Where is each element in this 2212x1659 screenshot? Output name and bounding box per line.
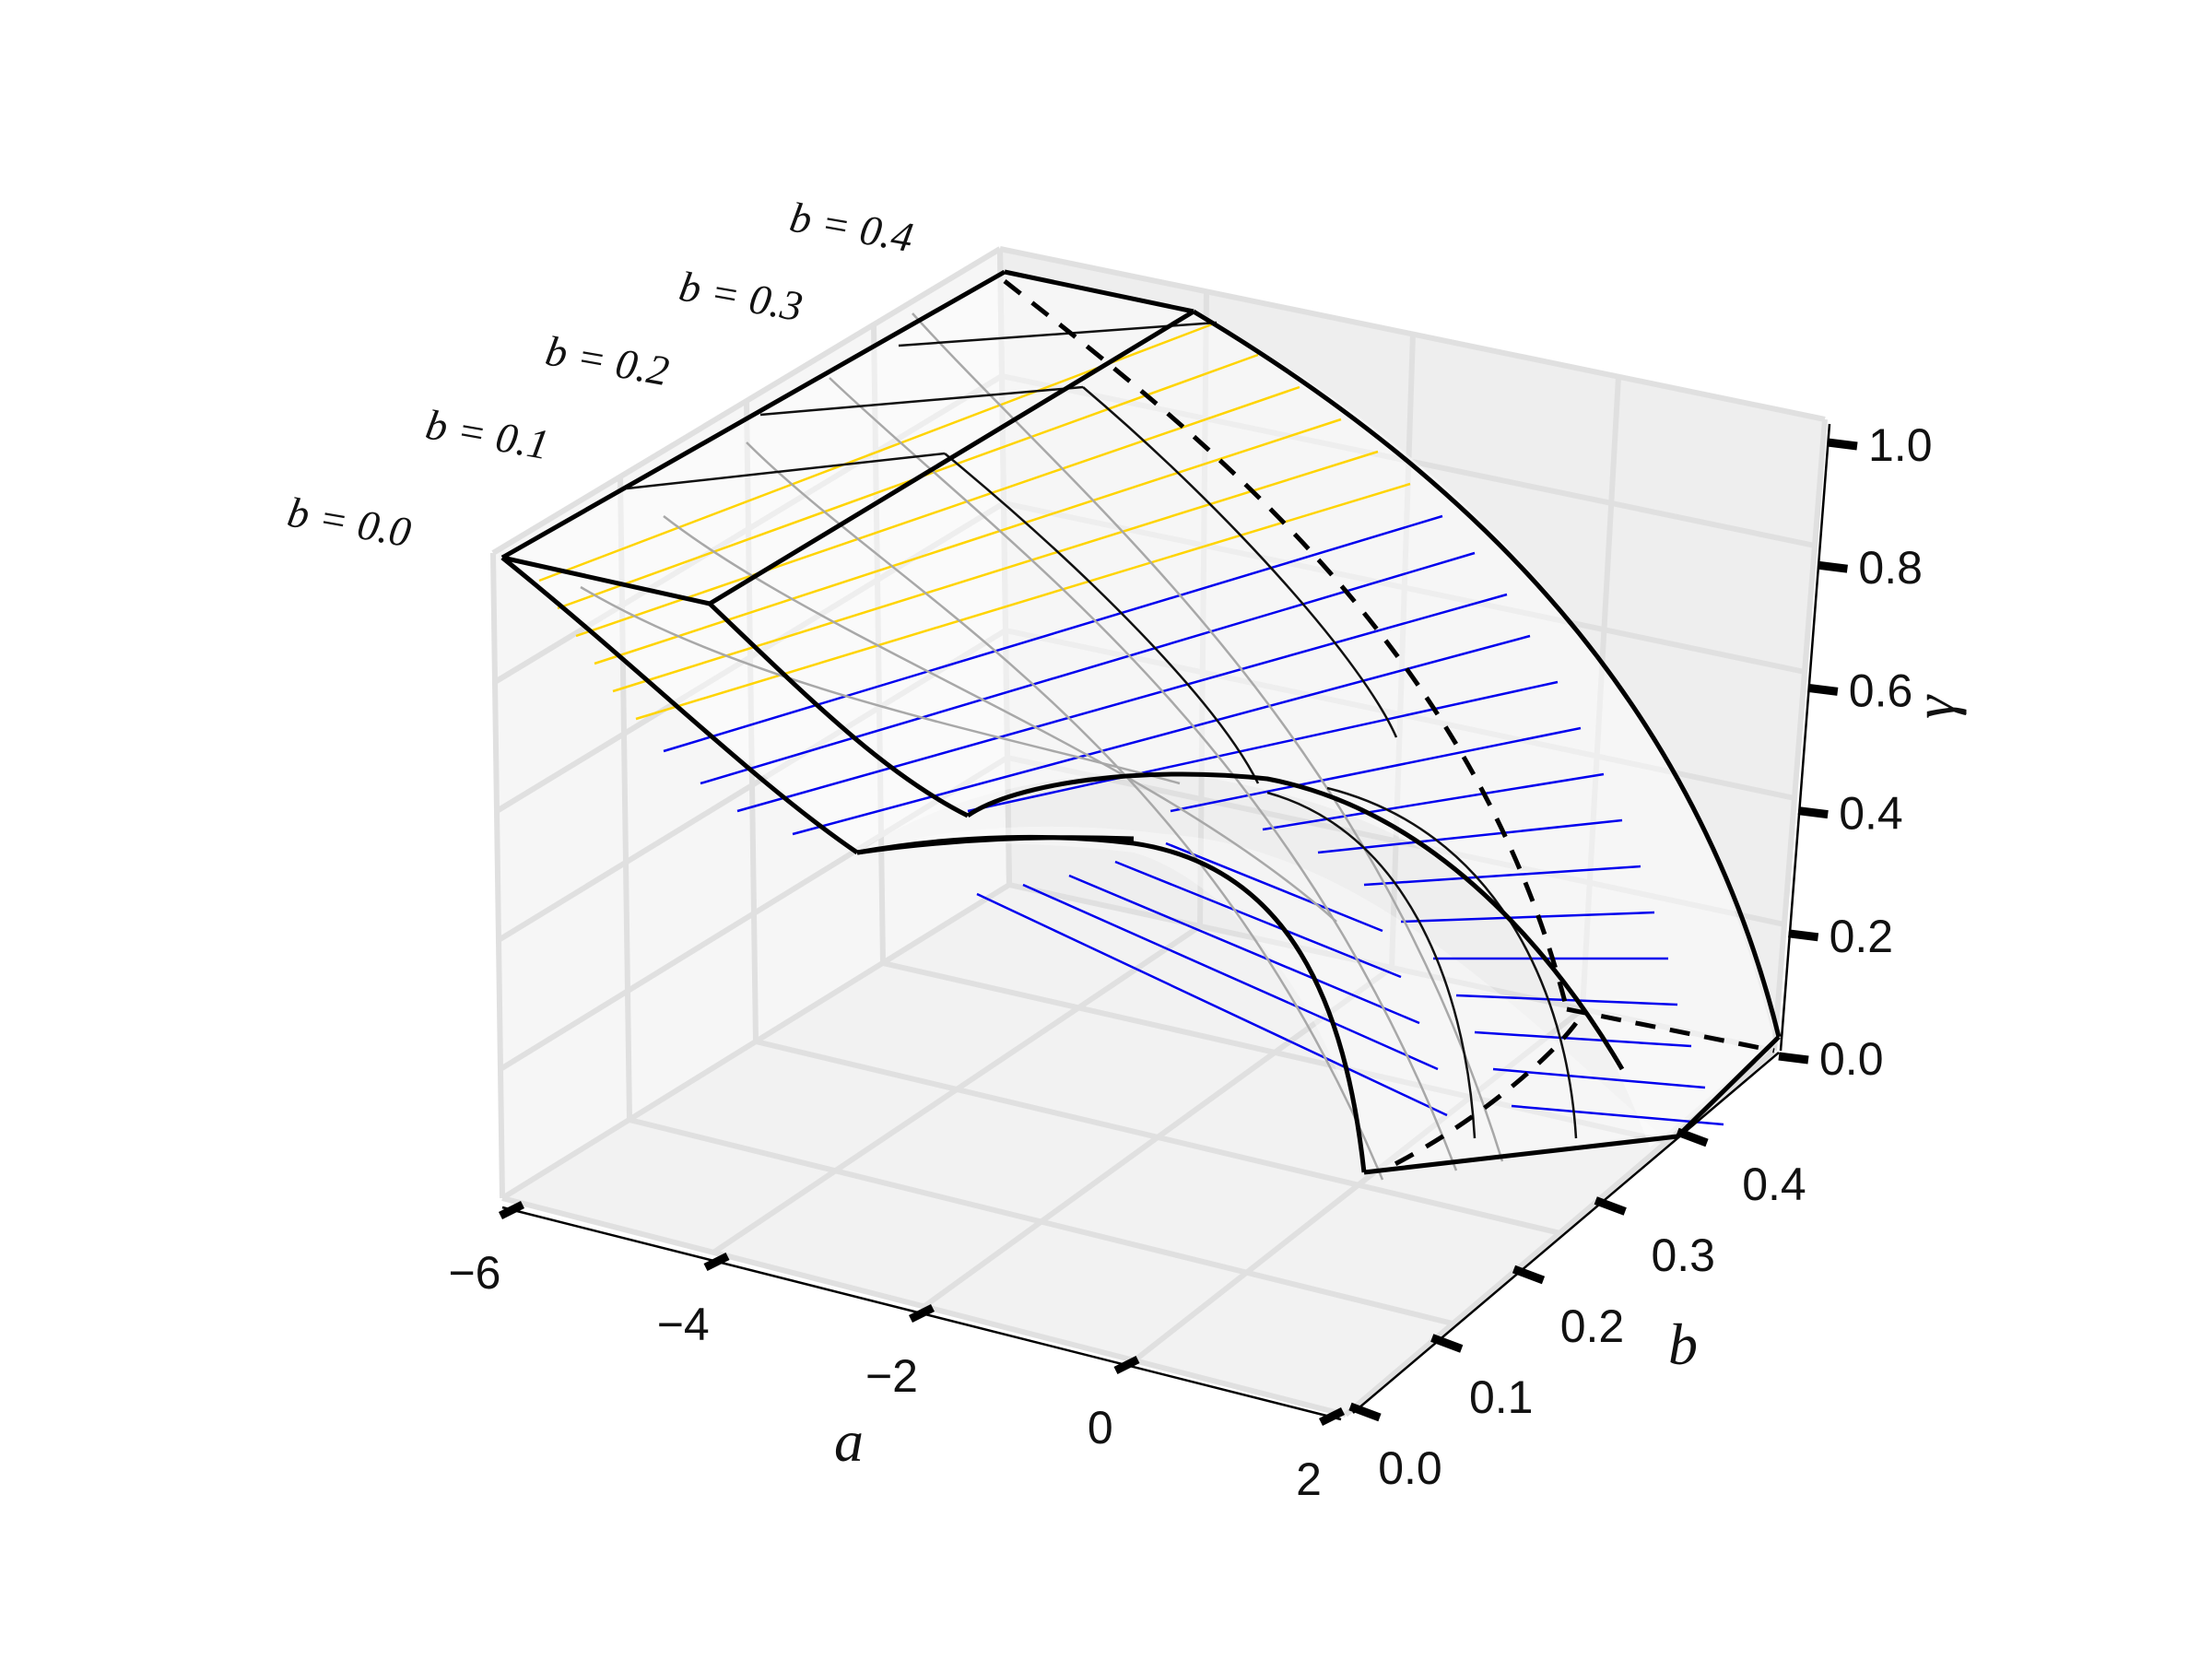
b-tick-label: 0.2	[1560, 1300, 1625, 1352]
a-tick-label: 2	[1296, 1453, 1322, 1505]
b-tick-mark	[1594, 1196, 1627, 1216]
a-tick-mark	[908, 1303, 935, 1324]
gamma-tick-mark	[1807, 683, 1839, 696]
surface-edges	[500, 269, 1782, 1175]
upper-sheet-fill	[502, 272, 1774, 1147]
gamma-tick-label: 0.4	[1839, 788, 1903, 840]
a-tick-label: −2	[865, 1350, 918, 1402]
b-curve-label: b = 0.3	[676, 263, 806, 331]
b-curve-label: b = 0.0	[284, 488, 414, 557]
b-tick-mark	[1676, 1127, 1709, 1147]
gamma-tick-mark	[1778, 1052, 1809, 1065]
b-tick-mark	[1348, 1402, 1382, 1422]
b-curve-label: b = 0.4	[786, 194, 916, 262]
b-curve-label: b = 0.1	[422, 401, 552, 469]
a-tick-label: −6	[448, 1247, 500, 1299]
pane-grid	[490, 246, 1828, 1418]
gamma-tick-label: 0.8	[1858, 542, 1923, 594]
a-axis-label: a	[834, 1408, 864, 1474]
b-axis-label: b	[1668, 1312, 1698, 1377]
b-curve-label: b = 0.2	[542, 327, 672, 395]
surface	[500, 269, 1782, 1181]
b-axis-line	[1352, 1052, 1780, 1414]
b-tick-label: 0.0	[1378, 1442, 1442, 1494]
a-tick-mark	[703, 1252, 730, 1272]
b-tick-label: 0.3	[1651, 1230, 1715, 1281]
gamma-tick-label: 0.6	[1849, 665, 1913, 716]
a-tick-label: 0	[1088, 1402, 1113, 1453]
gamma-tick-label: 0.2	[1830, 911, 1894, 962]
dashed-curves	[1003, 279, 1775, 1173]
a-tick-label: −4	[657, 1299, 710, 1350]
a-tick-mark	[1113, 1355, 1140, 1375]
b-axis-ticks: 0.0 0.1 0.2 0.3 0.4	[1348, 1127, 1806, 1494]
gamma-tick-mark	[1817, 560, 1848, 573]
a-tick-mark	[1318, 1406, 1346, 1427]
b-tick-mark	[1430, 1334, 1464, 1353]
gamma-tick-label: 1.0	[1868, 419, 1933, 471]
lower-contours	[663, 514, 1724, 1126]
gamma-axis-label: γ	[1901, 694, 1967, 719]
gamma-tick-label: 0.0	[1819, 1033, 1884, 1085]
a-tick-mark	[498, 1200, 525, 1220]
a-axis-ticks: −6 −4 −2 0 2	[448, 1200, 1346, 1505]
b-tick-label: 0.4	[1742, 1159, 1806, 1210]
gamma-axis-ticks: 0.0 0.2 0.4 0.6 0.8 1.0	[1778, 419, 1933, 1085]
gamma-tick-mark	[1797, 806, 1829, 819]
gamma-tick-mark	[1788, 929, 1819, 942]
z-axis-line	[1779, 423, 1831, 1052]
b-tick-label: 0.1	[1469, 1371, 1534, 1423]
gamma-tick-mark	[1827, 438, 1858, 451]
lower-sheet-fill	[857, 826, 1659, 1171]
b-tick-mark	[1512, 1265, 1546, 1285]
